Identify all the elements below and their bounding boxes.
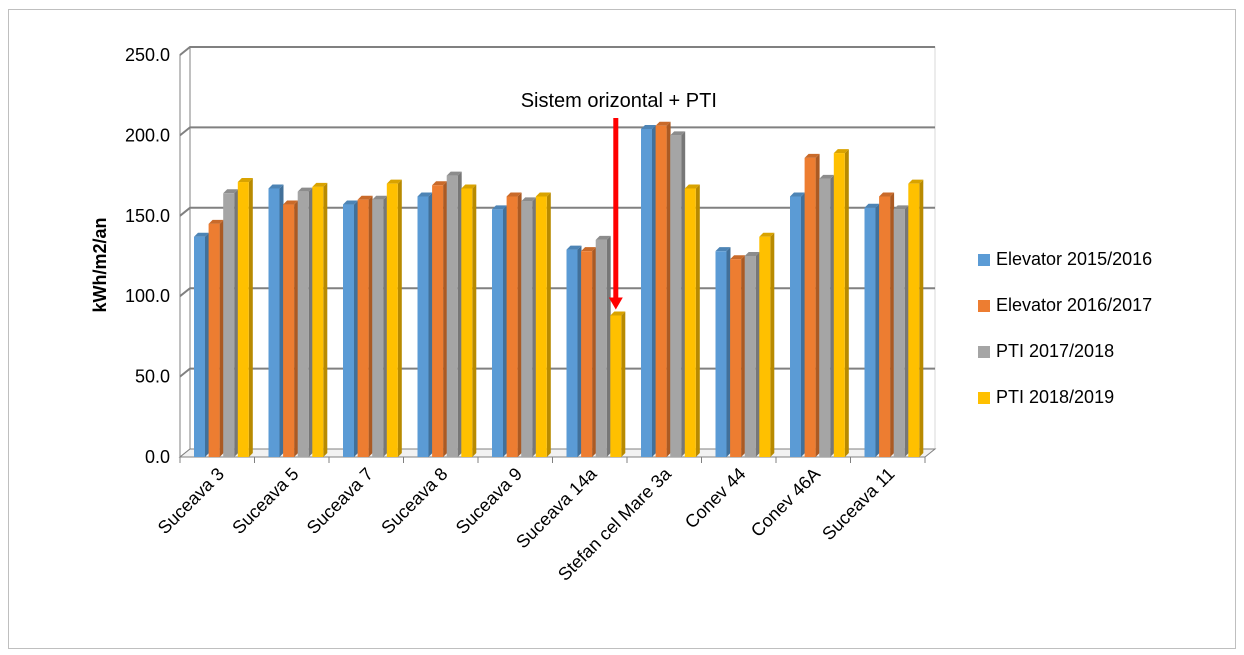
- side-wall: [179, 45, 191, 459]
- x-axis: [179, 456, 926, 463]
- bar: [744, 252, 760, 457]
- bar: [610, 311, 626, 457]
- bar: [759, 232, 775, 457]
- category-label: Suceava 9: [452, 464, 526, 538]
- bar: [312, 182, 328, 457]
- bar: [908, 179, 924, 457]
- legend-swatch: [978, 346, 990, 358]
- category-labels: Suceava 3 Suceava 5 Suceava 7 Suceava 8 Suce…: [154, 463, 899, 585]
- bar: [819, 174, 835, 458]
- bar: [297, 187, 313, 457]
- legend-label: PTI 2018/2019: [996, 387, 1114, 407]
- bar: [432, 181, 448, 458]
- legend-swatch: [978, 300, 990, 312]
- bar: [386, 179, 402, 457]
- annotation-arrow-head: [608, 297, 623, 310]
- legend-label: PTI 2017/2018: [996, 341, 1114, 361]
- legend-item: Elevator 2016/2017: [978, 295, 1152, 315]
- bar: [655, 121, 671, 457]
- bar: [730, 255, 746, 457]
- bar: [879, 192, 895, 457]
- legend-swatch: [978, 392, 990, 404]
- bar: [208, 219, 224, 457]
- bar: [864, 203, 880, 457]
- bar: [790, 192, 805, 457]
- bar: [357, 195, 373, 457]
- bar: [417, 192, 433, 457]
- category-label: Suceava 8: [377, 464, 451, 538]
- y-tick-label: 100.0: [125, 286, 170, 306]
- legend-swatch: [978, 254, 990, 266]
- bar: [535, 192, 551, 457]
- bar: [521, 197, 537, 457]
- y-tick-label: 200.0: [125, 125, 170, 145]
- bar: [804, 153, 820, 458]
- annotation-text: Sistem orizontal + PTI: [521, 90, 717, 112]
- annotation: Sistem orizontal + PTI: [521, 90, 717, 310]
- bar: [641, 124, 656, 457]
- gridline: [179, 126, 935, 137]
- bar: [446, 171, 462, 457]
- bar: [595, 235, 611, 457]
- y-tick-label: 0.0: [145, 447, 170, 467]
- y-axis-ticks: 0.0 50.0 100.0 150.0 200.0 250.0: [125, 45, 170, 467]
- bar: [684, 184, 700, 458]
- legend-item: PTI 2017/2018: [978, 341, 1114, 361]
- bar: [670, 131, 686, 457]
- bar: [506, 192, 522, 457]
- bar: [461, 184, 477, 458]
- gridline: [179, 46, 935, 56]
- bar: [343, 200, 358, 457]
- bar: [581, 247, 597, 457]
- bar: [566, 245, 582, 457]
- legend-item: PTI 2018/2019: [978, 387, 1114, 407]
- legend-label: Elevator 2015/2016: [996, 249, 1152, 269]
- y-axis-title: kWh/m2/an: [90, 217, 110, 312]
- bar: [893, 205, 909, 457]
- y-tick-label: 250.0: [125, 45, 170, 65]
- bar: [268, 184, 284, 458]
- category-label: Conev 46A: [747, 464, 824, 541]
- bars: [194, 121, 924, 458]
- bar: [833, 149, 849, 457]
- category-label: Suceava 7: [303, 464, 377, 538]
- y-tick-label: 50.0: [135, 367, 170, 387]
- bar: [194, 232, 209, 457]
- category-label: Suceava 3: [154, 464, 228, 538]
- bar: [372, 195, 388, 457]
- y-tick-label: 150.0: [125, 206, 170, 226]
- category-label: Conev 44: [681, 464, 750, 533]
- legend: Elevator 2015/2016 Elevator 2016/2017 PTI …: [978, 249, 1152, 407]
- bar: [283, 200, 299, 457]
- legend-label: Elevator 2016/2017: [996, 295, 1152, 315]
- bar: [715, 247, 731, 457]
- legend-item: Elevator 2015/2016: [978, 249, 1152, 269]
- bar: [237, 178, 253, 458]
- bar: [223, 189, 239, 457]
- bar: [492, 205, 507, 457]
- category-label: Suceava 11: [818, 464, 898, 544]
- category-label: Suceava 5: [228, 464, 302, 538]
